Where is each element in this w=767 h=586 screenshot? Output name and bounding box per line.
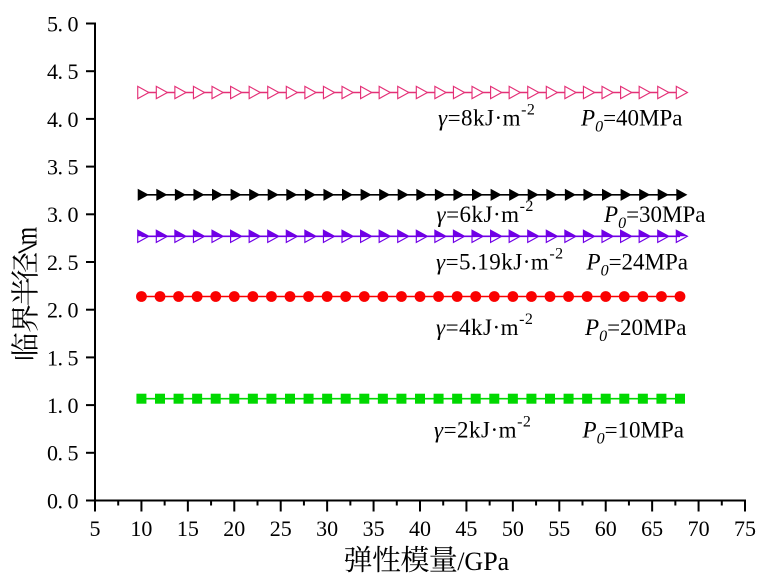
svg-text:65: 65 — [641, 516, 663, 541]
svg-text:γ=2kJ·m-2: γ=2kJ·m-2 — [434, 414, 531, 443]
svg-text:P0=30MPa: P0=30MPa — [603, 202, 705, 232]
svg-text:35: 35 — [363, 516, 385, 541]
svg-text:γ=8kJ·m-2: γ=8kJ·m-2 — [438, 102, 535, 131]
svg-text:γ=5.19kJ·m-2: γ=5.19kJ·m-2 — [436, 245, 564, 274]
svg-text:70: 70 — [688, 516, 710, 541]
svg-text:2. 0: 2. 0 — [47, 298, 79, 323]
svg-text:1. 0: 1. 0 — [47, 393, 79, 418]
svg-text:3. 5: 3. 5 — [47, 155, 79, 180]
svg-text:15: 15 — [177, 516, 199, 541]
svg-text:m: m — [9, 227, 44, 245]
svg-text:P0=40MPa: P0=40MPa — [580, 106, 682, 136]
svg-text:25: 25 — [270, 516, 292, 541]
svg-text:P0=10MPa: P0=10MPa — [582, 418, 684, 448]
svg-text:4. 5: 4. 5 — [47, 59, 79, 84]
svg-text:5. 0: 5. 0 — [47, 11, 79, 36]
svg-text:45: 45 — [455, 516, 477, 541]
svg-text:γ=4kJ·m-2: γ=4kJ·m-2 — [436, 311, 533, 340]
svg-text:75: 75 — [734, 516, 756, 541]
svg-text:4. 0: 4. 0 — [47, 107, 79, 132]
svg-text:0. 5: 0. 5 — [47, 441, 79, 466]
svg-text:50: 50 — [502, 516, 524, 541]
svg-text:20: 20 — [223, 516, 245, 541]
svg-text:2. 5: 2. 5 — [47, 250, 79, 275]
svg-text:P0=20MPa: P0=20MPa — [584, 315, 686, 345]
svg-text:1. 5: 1. 5 — [47, 345, 79, 370]
svg-text:0. 0: 0. 0 — [47, 488, 79, 513]
svg-text:55: 55 — [548, 516, 570, 541]
svg-text:γ=6kJ·m-2: γ=6kJ·m-2 — [437, 198, 534, 227]
svg-text:3. 0: 3. 0 — [47, 202, 79, 227]
svg-text:P0=24MPa: P0=24MPa — [586, 249, 688, 279]
svg-text:40: 40 — [409, 516, 431, 541]
svg-text:/GPa: /GPa — [457, 547, 509, 576]
svg-text:30: 30 — [316, 516, 338, 541]
svg-text:10: 10 — [130, 516, 152, 541]
svg-text:60: 60 — [595, 516, 617, 541]
svg-text:5: 5 — [90, 516, 101, 541]
